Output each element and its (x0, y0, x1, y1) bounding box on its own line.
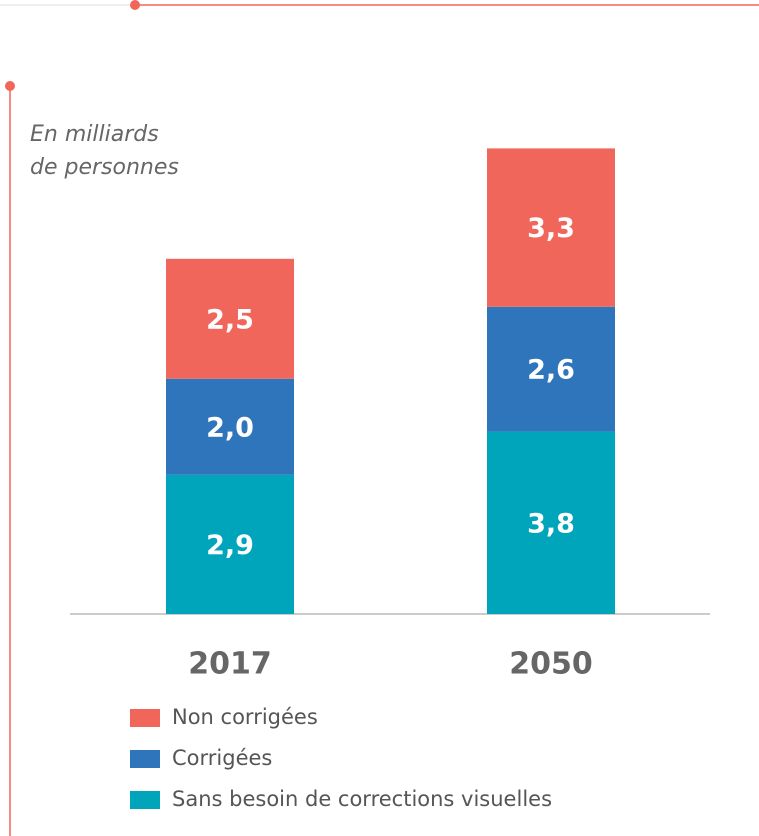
deco-dot (5, 81, 15, 91)
bar-segment (487, 431, 615, 614)
value-label: 2,0 (206, 412, 254, 443)
legend-label: Non corrigées (172, 705, 318, 729)
value-label: 2,5 (206, 304, 254, 335)
subtitle: de personnes (30, 155, 179, 180)
value-label: 3,8 (527, 508, 575, 539)
bar-segment (487, 148, 615, 307)
value-label: 2,9 (206, 530, 254, 561)
bar-segment (166, 258, 294, 379)
value-label: 2,6 (527, 355, 575, 386)
legend-swatch (130, 750, 160, 768)
subtitle: En milliards (30, 122, 159, 147)
value-label: 3,3 (527, 213, 575, 244)
x-tick-label: 2017 (188, 647, 272, 682)
x-tick-label: 2050 (509, 647, 593, 682)
legend-label: Sans besoin de corrections visuelles (172, 787, 552, 811)
bar-segment (487, 306, 615, 432)
deco-dot (130, 0, 140, 10)
bar-segment (166, 378, 294, 475)
legend-swatch (130, 791, 160, 809)
legend-swatch (130, 709, 160, 727)
legend-label: Corrigées (172, 746, 272, 770)
bar-segment (166, 474, 294, 614)
